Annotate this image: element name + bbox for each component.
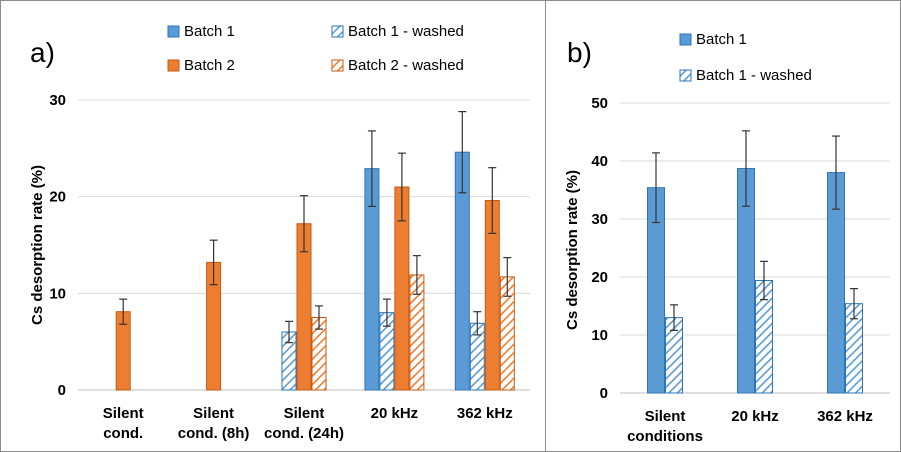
a-legend-swatch-batch-1-washed: [331, 25, 344, 38]
panel-b-y-ticks: 0 10 20 30 40 50: [591, 95, 608, 402]
b-y-tick-20: 20: [591, 269, 608, 286]
a-error-bar-batch-2-silent-cond-8h: [209, 239, 218, 286]
a-category-label-20-khz-0: 20 kHz: [371, 405, 419, 422]
a-y-tick-0: 0: [58, 382, 66, 399]
a-legend-swatch-batch-1: [167, 25, 180, 38]
a-error-bar-batch-2-washed-362-khz: [503, 256, 512, 297]
panel-a-category-labels: Silent cond. Silent cond. (8h) Silent cond. (…: [103, 405, 513, 442]
b-category-label-20-khz-0: 20 kHz: [731, 408, 779, 425]
a-legend-label-batch-2: Batch 2: [184, 57, 235, 74]
a-legend-item-batch-2-washed: Batch 2 - washed: [331, 57, 464, 74]
a-legend-swatch-batch-2: [167, 59, 180, 72]
b-y-tick-10: 10: [591, 327, 608, 344]
a-error-bar-batch-1-362-khz: [458, 110, 467, 194]
b-y-tick-30: 30: [591, 211, 608, 228]
a-category-label-362-khz-0: 362 kHz: [457, 405, 513, 422]
b-y-tick-0: 0: [600, 385, 608, 402]
panel-a-legend: Batch 1 Batch 1 - washed Batch 2 Batch 2 - …: [167, 23, 464, 74]
panel-b-chart: b) Batch 1 Batch 1 - washed 0 10 20 30 40 50 C…: [564, 31, 890, 445]
a-category-label-silent-cond-24h-1: cond. (24h): [264, 425, 344, 442]
b-legend-item-batch-1-washed: Batch 1 - washed: [679, 67, 812, 84]
panel-a-bars: [115, 110, 515, 391]
a-error-bar-batch-1-20-khz: [367, 130, 376, 207]
a-y-tick-20: 20: [49, 189, 66, 206]
panel-b-bars: [647, 130, 863, 394]
b-error-bar-batch-1-silent-conditions: [652, 152, 660, 224]
b-y-tick-40: 40: [591, 153, 608, 170]
a-error-bar-batch-2-362-khz: [488, 167, 497, 234]
a-error-bar-batch-1-washed-20-khz: [382, 298, 391, 327]
b-legend-swatch-batch-1-washed: [679, 69, 692, 82]
a-error-bar-batch-1-washed-silent-cond-24h: [285, 320, 293, 344]
a-y-tick-10: 10: [49, 285, 66, 302]
a-y-tick-30: 30: [49, 92, 66, 109]
b-error-bar-batch-1-362-khz: [832, 135, 840, 210]
a-category-label-silent-cond-0: Silent: [103, 405, 144, 422]
a-legend-label-batch-1: Batch 1: [184, 23, 235, 40]
b-category-label-362-khz-0: 362 kHz: [817, 408, 873, 425]
a-category-label-silent-cond-8h-1: cond. (8h): [178, 425, 250, 442]
panel-b-legend: Batch 1 Batch 1 - washed: [679, 31, 812, 84]
b-legend-label-batch-1-washed: Batch 1 - washed: [696, 67, 812, 84]
b-legend-label-batch-1: Batch 1: [696, 31, 747, 48]
b-legend-swatch-batch-1: [679, 33, 692, 46]
b-error-bar-batch-1-washed-silent-conditions: [670, 304, 678, 331]
b-error-bar-batch-1-20-khz: [742, 130, 750, 207]
a-error-bar-batch-2-washed-20-khz: [412, 255, 421, 295]
a-legend-swatch-batch-2-washed: [331, 59, 344, 72]
a-category-label-silent-cond-24h-0: Silent: [284, 405, 325, 422]
panel-b-category-labels: Silent conditions 20 kHz 362 kHz: [627, 408, 873, 445]
b-category-label-silent-conditions-0: Silent: [645, 408, 686, 425]
a-error-bar-batch-1-washed-362-khz: [473, 311, 482, 336]
a-legend-item-batch-2: Batch 2: [167, 57, 235, 74]
b-category-label-silent-conditions-1: conditions: [627, 428, 703, 445]
panel-a-y-axis-label: Cs desorption rate (%): [29, 165, 46, 325]
a-error-bar-batch-2-20-khz: [397, 152, 406, 222]
panel-a-label: a): [30, 37, 55, 68]
panel-a-chart: a) Batch 1 Batch 1 - washed Batch 2 Batch 2…: [29, 23, 530, 442]
b-y-tick-50: 50: [591, 95, 608, 112]
a-error-bar-batch-2-silent-cond: [119, 298, 128, 325]
panel-a-y-ticks: 0 10 20 30: [49, 92, 66, 399]
a-legend-label-batch-1-washed: Batch 1 - washed: [348, 23, 464, 40]
b-legend-item-batch-1: Batch 1: [679, 31, 747, 48]
panel-b-y-axis-label: Cs desorption rate (%): [564, 170, 581, 330]
a-category-label-silent-cond-1: cond.: [103, 425, 143, 442]
panel-b-label: b): [567, 37, 592, 68]
a-error-bar-batch-2-washed-silent-cond-24h: [315, 305, 323, 330]
b-error-bar-batch-1-washed-20-khz: [760, 260, 768, 301]
a-legend-item-batch-1-washed: Batch 1 - washed: [331, 23, 464, 40]
a-category-label-silent-cond-8h-0: Silent: [193, 405, 234, 422]
a-legend-item-batch-1: Batch 1: [167, 23, 235, 40]
a-error-bar-batch-2-silent-cond-24h: [300, 195, 308, 253]
b-error-bar-batch-1-washed-362-khz: [850, 288, 858, 320]
a-legend-label-batch-2-washed: Batch 2 - washed: [348, 57, 464, 74]
